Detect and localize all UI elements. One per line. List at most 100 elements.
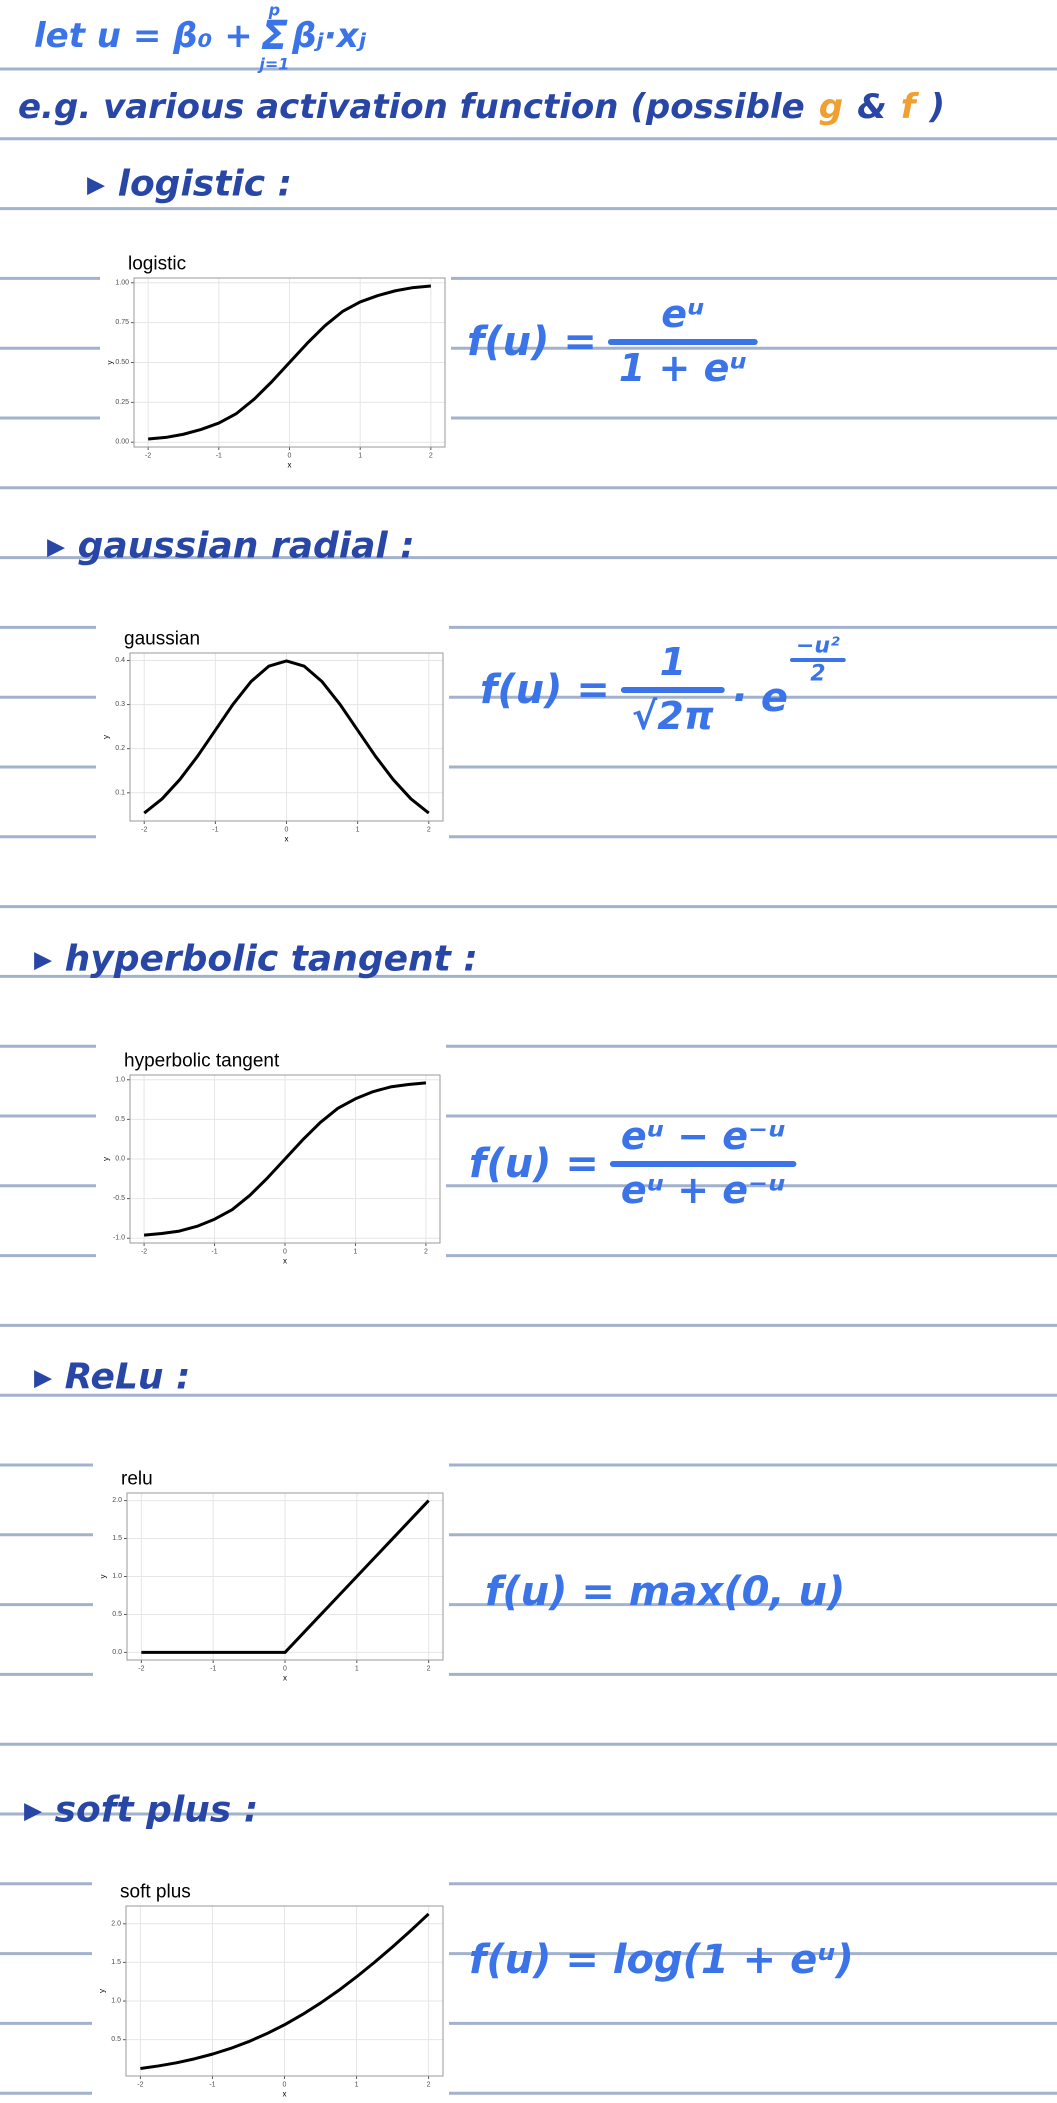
x-tick-label: -2 [141, 827, 147, 834]
section-heading: ▸ soft plus : [24, 1790, 258, 1831]
x-tick-label: -2 [145, 453, 151, 460]
curve [143, 659, 430, 815]
intro-term: βⱼ·xⱼ [291, 16, 367, 56]
y-tick-label: 1.0 [112, 1573, 122, 1580]
plot-panel [129, 652, 444, 822]
x-axis-label: x [288, 461, 292, 470]
formula-lhs: f(u) = [469, 1141, 599, 1187]
x-tick-label: 0 [283, 2082, 287, 2089]
x-tick-label: 0 [288, 453, 292, 460]
chart: relu -2 -1 0 1 2 0.0 0.5 1.0 1.5 2.0 x y [93, 1459, 449, 1688]
chart-title: gaussian [124, 629, 200, 650]
plot-panel [129, 1074, 441, 1244]
chart-title: soft plus [120, 1882, 191, 1903]
y-tick-label: 1.00 [115, 279, 129, 286]
y-tick-label: 1.0 [115, 1076, 125, 1083]
y-tick-label: -0.5 [113, 1195, 125, 1202]
curve [141, 1499, 430, 1654]
chart-title: hyperbolic tangent [124, 1051, 280, 1072]
exponent-numerator: −u² [796, 634, 840, 659]
curve [148, 284, 431, 441]
x-tick-label: 1 [355, 1666, 359, 1673]
y-axis-label: y [102, 735, 111, 739]
section-heading: ▸ gaussian radial : [47, 526, 415, 567]
plot-panel [126, 1492, 444, 1661]
x-tick-label: 2 [424, 1249, 428, 1256]
y-tick-label: 2.0 [112, 1497, 122, 1504]
chart-background [92, 1872, 449, 2103]
formula: f(u) = log(1 + eᵘ) [469, 1937, 854, 1983]
curve [140, 1912, 430, 2070]
content: let u = β₀ + Σp j=1βⱼ·xⱼ e.g. various activ… [18, 1, 945, 2103]
y-tick-label: 0.3 [115, 701, 125, 708]
chart: hyperbolic tangent -2 -1 0 1 2 -1.0 -0.5 0.0 0.5 1… [96, 1041, 446, 1271]
x-tick-label: -2 [138, 1666, 144, 1673]
chart-title: relu [121, 1469, 153, 1490]
y-tick-label: 0.2 [115, 745, 125, 752]
y-tick-label: 2.0 [111, 1920, 121, 1927]
y-tick-label: -1.0 [113, 1235, 125, 1242]
formula-denominator: eᵘ + e⁻ᵘ [621, 1168, 786, 1212]
chart: gaussian -2 -1 0 1 2 0.1 0.2 0.3 0.4 x y [96, 619, 449, 849]
section-heading: ▸ ReLu : [34, 1357, 190, 1398]
plot-panel [133, 277, 446, 448]
formula-denominator: √2π [632, 694, 714, 738]
formula-numerator: 1 [660, 640, 686, 684]
y-tick-label: 0.5 [111, 2036, 121, 2043]
formula-numerator: eᵘ [661, 292, 704, 336]
x-tick-label: 2 [427, 2082, 431, 2089]
chart-background [96, 619, 449, 849]
x-tick-label: 0 [285, 827, 289, 834]
y-tick-label: 0.00 [115, 439, 129, 446]
y-tick-label: 0.0 [115, 1156, 125, 1163]
y-tick-label: 0.4 [115, 657, 125, 664]
x-tick-label: 1 [358, 453, 362, 460]
formula: f(u) = max(0, u) [485, 1569, 845, 1615]
x-tick-label: -1 [216, 453, 222, 460]
y-tick-label: 1.5 [111, 1959, 121, 1966]
x-axis-label: x [283, 1674, 287, 1683]
x-tick-label: 1 [354, 1249, 358, 1256]
intro-sum-lower: j=1 [256, 55, 289, 74]
y-axis-label: y [99, 1575, 108, 1579]
x-tick-label: 2 [429, 453, 433, 460]
x-tick-label: -1 [209, 2082, 215, 2089]
intro-lead: let u = β₀ + [34, 16, 253, 56]
x-tick-label: -1 [212, 827, 218, 834]
y-tick-label: 1.0 [111, 1998, 121, 2005]
x-tick-label: -1 [210, 1666, 216, 1673]
formula-tail: · e [732, 675, 788, 721]
subtitle-text: e.g. various activation function (possib… [18, 87, 805, 127]
y-axis-label: y [106, 361, 115, 365]
subtitle-close: ) [929, 87, 946, 127]
y-axis-label: y [102, 1157, 111, 1161]
y-tick-label: 0.75 [115, 319, 129, 326]
x-tick-label: -1 [211, 1249, 217, 1256]
x-tick-label: 1 [355, 2082, 359, 2089]
chart-title: logistic [128, 254, 186, 275]
y-tick-label: 0.50 [115, 359, 129, 366]
section-heading: ▸ logistic : [87, 164, 292, 205]
subtitle-g: g [819, 87, 843, 127]
y-tick-label: 0.5 [115, 1116, 125, 1123]
chart-background [100, 244, 451, 475]
chart-background [93, 1459, 449, 1688]
x-tick-label: 0 [283, 1249, 287, 1256]
x-axis-label: x [283, 1257, 287, 1266]
intro-sum-upper: p [268, 1, 280, 20]
section-heading: ▸ hyperbolic tangent : [34, 939, 478, 980]
formula-numerator: eᵘ − e⁻ᵘ [621, 1114, 786, 1158]
formula-lhs: f(u) = [480, 667, 610, 713]
chart: soft plus -2 -1 0 1 2 0.5 1.0 1.5 2.0 x y [92, 1872, 449, 2103]
exponent-denominator: 2 [810, 662, 825, 687]
x-tick-label: 2 [427, 1666, 431, 1673]
y-tick-label: 0.5 [112, 1611, 122, 1618]
x-tick-label: -2 [137, 2082, 143, 2089]
x-tick-label: 0 [283, 1666, 287, 1673]
y-tick-label: 0.0 [112, 1649, 122, 1656]
subtitle-f: f [901, 87, 920, 127]
x-axis-label: x [283, 2090, 287, 2099]
intro-sum: Σ [261, 13, 288, 59]
x-tick-label: 1 [356, 827, 360, 834]
